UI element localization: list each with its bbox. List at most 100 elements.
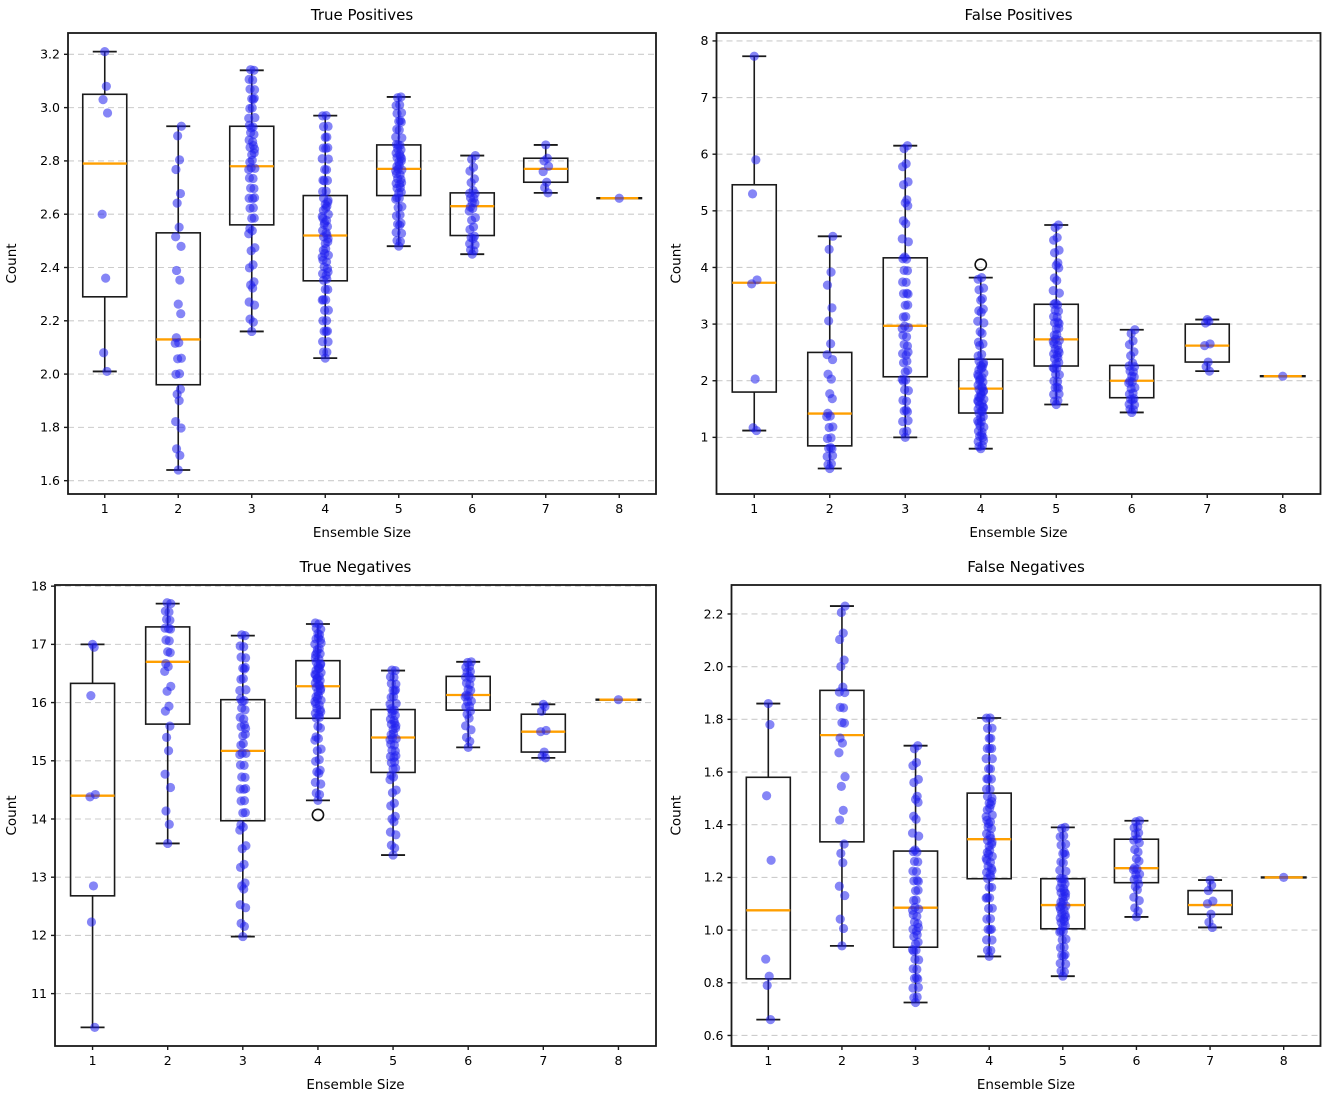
x-tick-label: 2 — [164, 1053, 172, 1068]
scatter-point — [986, 800, 996, 810]
scatter-point — [907, 905, 918, 915]
scatter-point — [828, 422, 838, 432]
axis-spines — [715, 32, 1322, 495]
scatter-point — [240, 705, 250, 715]
scatter-point — [176, 309, 186, 319]
y-tick-label: 2.4 — [40, 260, 60, 275]
scatter-point — [1052, 232, 1062, 243]
scatter-point — [1278, 371, 1288, 381]
x-axis-label: Ensemble Size — [969, 525, 1067, 541]
scatter-point — [907, 828, 918, 838]
scatter-point — [901, 277, 911, 287]
y-tick-label: 1.8 — [40, 420, 60, 435]
scatter-point — [910, 845, 920, 855]
scatter-point — [903, 177, 913, 187]
scatter-point — [543, 188, 553, 198]
y-axis-label: Count — [4, 243, 20, 283]
scatter-point — [750, 374, 760, 384]
box — [745, 776, 792, 980]
scatter-point — [537, 706, 547, 716]
scatter-point — [1130, 844, 1140, 855]
scatter-point — [171, 164, 181, 175]
scatter-point — [901, 350, 911, 360]
scatter-point — [176, 241, 186, 252]
x-tick-label: 7 — [542, 501, 550, 516]
scatter-point — [613, 695, 624, 705]
scatter-point — [393, 140, 403, 150]
x-tick-label: 3 — [248, 501, 256, 516]
scatter-point — [235, 749, 245, 760]
scatter-point — [161, 732, 172, 742]
y-axis-label: Count — [669, 795, 685, 835]
scatter-point — [313, 721, 323, 731]
scatter-point — [163, 838, 173, 849]
scatter-point — [1206, 909, 1216, 919]
scatter-point — [171, 232, 181, 242]
scatter-point — [978, 357, 989, 368]
scatter-point — [901, 159, 911, 169]
scatter-point — [245, 223, 255, 234]
scatter-point — [466, 657, 476, 667]
scatter-point — [322, 264, 333, 274]
x-tick-label: 4 — [314, 1053, 322, 1068]
scatter-point — [175, 384, 186, 394]
scatter-point — [321, 186, 331, 196]
scatter-point — [248, 94, 258, 105]
scatter-point — [315, 765, 325, 775]
scatter-point — [840, 601, 850, 611]
scatter-point — [321, 316, 332, 326]
scatter-point — [897, 323, 907, 334]
scatter-point — [835, 914, 845, 924]
scatter-point — [248, 137, 258, 147]
scatter-point — [825, 389, 835, 399]
y-tick-label: 1.4 — [704, 817, 724, 832]
scatter-point — [391, 132, 401, 142]
scatter-point — [1128, 336, 1138, 346]
scatter-point — [898, 427, 909, 437]
x-tick-label: 2 — [174, 501, 182, 516]
scatter-point — [1061, 934, 1071, 944]
scatter-point — [751, 155, 761, 165]
scatter-point — [1204, 366, 1215, 376]
scatter-point — [838, 858, 848, 868]
x-tick-label: 6 — [464, 1053, 472, 1068]
scatter-point — [1060, 950, 1070, 960]
x-tick-label: 2 — [838, 1053, 846, 1068]
scatter-point — [834, 748, 844, 758]
scatter-point — [100, 47, 110, 57]
x-tick-label: 7 — [539, 1053, 547, 1068]
scatter-point — [987, 743, 997, 754]
scatter-point — [247, 326, 257, 337]
scatter-point — [908, 983, 918, 993]
scatter-point — [822, 280, 833, 290]
scatter-point — [323, 195, 333, 205]
y-tick-label: 1.0 — [704, 922, 724, 937]
scatter-point — [395, 210, 405, 220]
scatter-point — [323, 305, 333, 315]
scatter-point — [1129, 863, 1140, 873]
scatter-point — [765, 1015, 776, 1025]
scatter-point — [240, 631, 250, 641]
scatter-point — [1059, 942, 1069, 952]
scatter-point — [248, 75, 258, 85]
y-tick-label: 1.2 — [704, 870, 724, 885]
panel-title: True Negatives — [299, 558, 412, 576]
scatter-point — [824, 244, 834, 254]
scatter-point — [1134, 816, 1145, 826]
scatter-point — [762, 791, 772, 801]
scatter-point — [910, 886, 921, 896]
x-tick-label: 8 — [615, 501, 623, 516]
scatter-point — [763, 698, 773, 709]
scatter-point — [1060, 822, 1070, 832]
scatter-point — [468, 185, 478, 196]
scatter-point — [1061, 839, 1071, 849]
scatter-point — [317, 154, 327, 164]
scatter-point — [99, 348, 109, 358]
y-tick-label: 17 — [31, 637, 47, 652]
scatter-point — [898, 416, 908, 427]
y-tick-label: 8 — [701, 33, 709, 48]
scatter-point — [909, 811, 919, 821]
scatter-point — [823, 369, 833, 379]
scatter-point — [985, 784, 995, 794]
y-tick-label: 0.6 — [704, 1028, 724, 1043]
